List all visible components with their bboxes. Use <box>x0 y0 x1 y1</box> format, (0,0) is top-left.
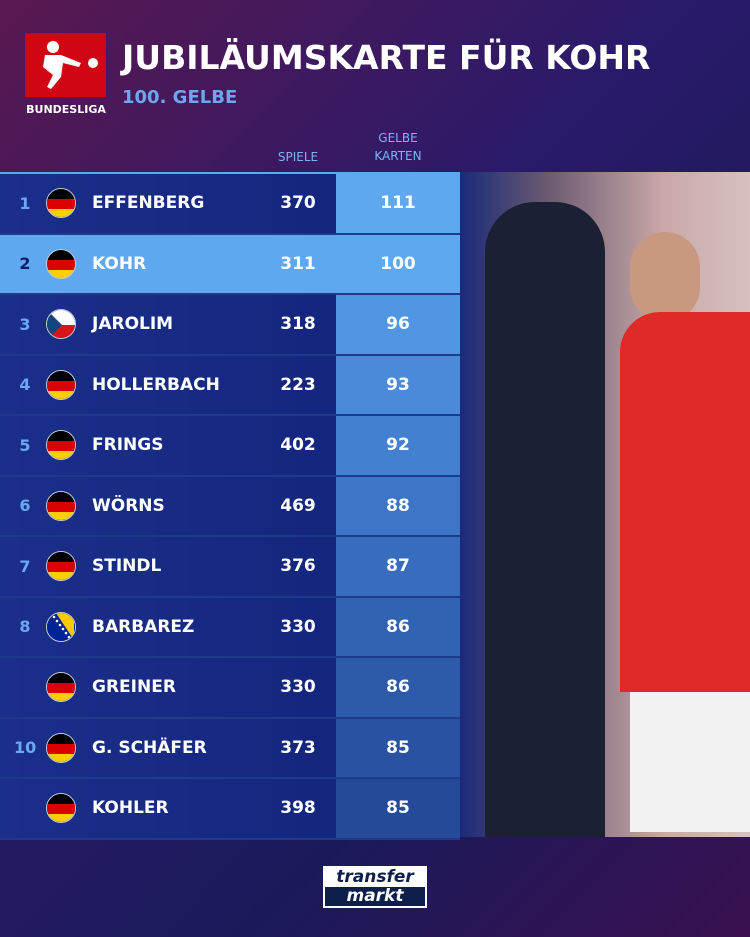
table-row: KOHLER 398 85 <box>0 779 460 840</box>
player-name: GREINER <box>92 677 176 698</box>
rank: 5 <box>19 435 31 455</box>
player-name: FRINGS <box>92 435 164 456</box>
player-figure <box>620 232 750 837</box>
rank: 3 <box>19 314 31 334</box>
player-name: EFFENBERG <box>92 193 205 214</box>
table-row: 2 KOHR 311 100 <box>0 234 460 295</box>
spiele-value: 330 <box>280 677 316 698</box>
player-name: BARBAREZ <box>92 616 195 637</box>
header-line: GELBE <box>378 131 418 145</box>
rank: 2 <box>19 254 31 274</box>
player-name: WÖRNS <box>92 495 165 516</box>
rank: 7 <box>19 556 31 576</box>
table-row: 7 STINDL 376 87 <box>0 537 460 598</box>
bundesliga-logo <box>25 33 106 97</box>
gelbe-value: 86 <box>336 597 460 656</box>
gelbe-value: 92 <box>336 416 460 475</box>
table-row: 10 G. SCHÄFER 373 85 <box>0 718 460 779</box>
header-line: KARTEN <box>374 149 422 163</box>
germany-flag-icon <box>46 248 76 279</box>
player-name: KOHR <box>92 253 147 274</box>
czech-republic-flag-icon <box>46 309 76 340</box>
spiele-value: 398 <box>280 798 316 819</box>
germany-flag-icon <box>46 369 76 400</box>
gelbe-value: 100 <box>380 253 416 274</box>
table-row: 5 FRINGS 402 92 <box>0 416 460 477</box>
ranking-table: 1 EFFENBERG 370 111 2 KOHR 311 100 3 JAROL… <box>0 172 460 840</box>
logo-text: BUNDESLIGA <box>26 103 106 116</box>
player-name: HOLLERBACH <box>92 374 220 395</box>
column-header-gelbe: GELBE KARTEN <box>336 129 460 165</box>
player-name: JAROLIM <box>92 314 174 335</box>
spiele-value: 402 <box>280 435 316 456</box>
germany-flag-icon <box>46 490 76 521</box>
spiele-value: 370 <box>280 193 316 214</box>
page-subtitle: 100. GELBE <box>122 87 238 108</box>
spiele-value: 223 <box>280 374 316 395</box>
gelbe-value: 85 <box>336 779 460 838</box>
gelbe-value: 111 <box>336 174 460 233</box>
table-row: 6 WÖRNS 469 88 <box>0 476 460 537</box>
rank: 4 <box>19 375 31 395</box>
germany-flag-icon <box>46 188 76 219</box>
spiele-value: 311 <box>280 253 316 274</box>
player-name: STINDL <box>92 556 162 577</box>
page-title: JUBILÄUMSKARTE FÜR KOHR <box>122 38 651 77</box>
table-row: 3 JAROLIM 318 96 <box>0 295 460 356</box>
referee-figure <box>485 202 605 837</box>
player-photo <box>460 172 750 837</box>
gelbe-value: 86 <box>336 658 460 717</box>
germany-flag-icon <box>46 551 76 582</box>
transfermarkt-logo: transfer markt <box>323 866 427 908</box>
rank: 8 <box>19 617 31 637</box>
spiele-value: 318 <box>280 314 316 335</box>
table-row: 1 EFFENBERG 370 111 <box>0 174 460 235</box>
spiele-value: 469 <box>280 495 316 516</box>
gelbe-value: 85 <box>336 718 460 777</box>
player-name: G. SCHÄFER <box>92 737 207 758</box>
rank: 10 <box>14 738 37 758</box>
germany-flag-icon <box>46 430 76 461</box>
spiele-value: 330 <box>280 616 316 637</box>
gelbe-value: 93 <box>336 355 460 414</box>
germany-flag-icon <box>46 732 76 763</box>
table-row: 8 BARBAREZ 330 86 <box>0 597 460 658</box>
player-name: KOHLER <box>92 798 169 819</box>
spiele-value: 376 <box>280 556 316 577</box>
gelbe-value: 88 <box>336 476 460 535</box>
table-row: GREINER 330 86 <box>0 658 460 719</box>
gelbe-value: 87 <box>336 537 460 596</box>
table-row: 4 HOLLERBACH 223 93 <box>0 355 460 416</box>
rank: 6 <box>19 496 31 516</box>
gelbe-value: 96 <box>336 295 460 354</box>
spiele-value: 373 <box>280 737 316 758</box>
column-header-spiele: SPIELE <box>277 150 319 164</box>
rank: 1 <box>19 193 31 213</box>
germany-flag-icon <box>46 672 76 703</box>
bosnia-herzegovina-flag-icon <box>46 611 76 642</box>
germany-flag-icon <box>46 793 76 824</box>
